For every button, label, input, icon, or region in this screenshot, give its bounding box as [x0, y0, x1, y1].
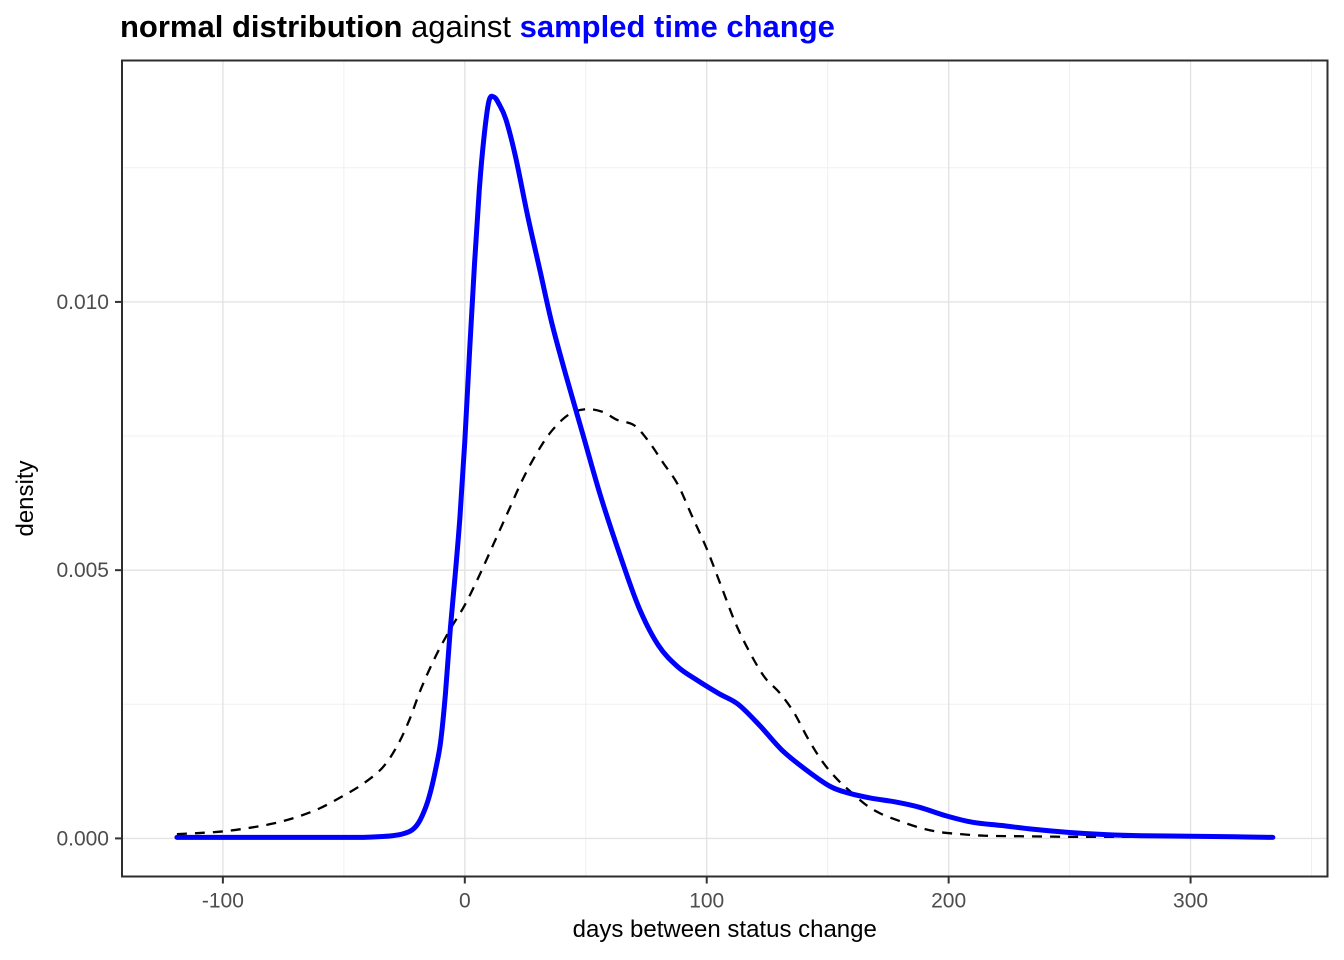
minor-gridlines: [122, 60, 1328, 877]
title-segment-normal-distribution: normal distribution: [120, 9, 403, 44]
x-tick-label: 200: [931, 890, 966, 913]
x-tick-label: 300: [1173, 890, 1208, 913]
x-tick-label: 100: [689, 890, 724, 913]
normal-distribution-curve: [176, 407, 1273, 838]
plot-title: normal distribution against sampled time…: [120, 8, 835, 46]
major-gridlines: [122, 60, 1328, 877]
title-segment-against: against: [402, 9, 520, 44]
panel-background: [122, 60, 1328, 877]
x-tick-label: -100: [202, 890, 244, 913]
axis-tick-marks: [115, 300, 1192, 884]
x-axis-title: days between status change: [573, 916, 877, 943]
sampled-time-change-curve: [174, 93, 1276, 840]
x-tick-label: 0: [459, 890, 471, 913]
title-segment-sampled-time-change: sampled time change: [519, 9, 835, 44]
y-tick-label: 0.005: [56, 559, 109, 582]
panel-border: [121, 59, 1329, 878]
y-tick-label: 0.000: [56, 827, 109, 850]
y-axis-title: density: [12, 460, 39, 536]
x-tick-labels: -100 0 100 200 300: [202, 890, 1208, 913]
y-tick-label: 0.010: [56, 291, 109, 314]
y-tick-labels: 0.000 0.005 0.010: [56, 291, 109, 850]
